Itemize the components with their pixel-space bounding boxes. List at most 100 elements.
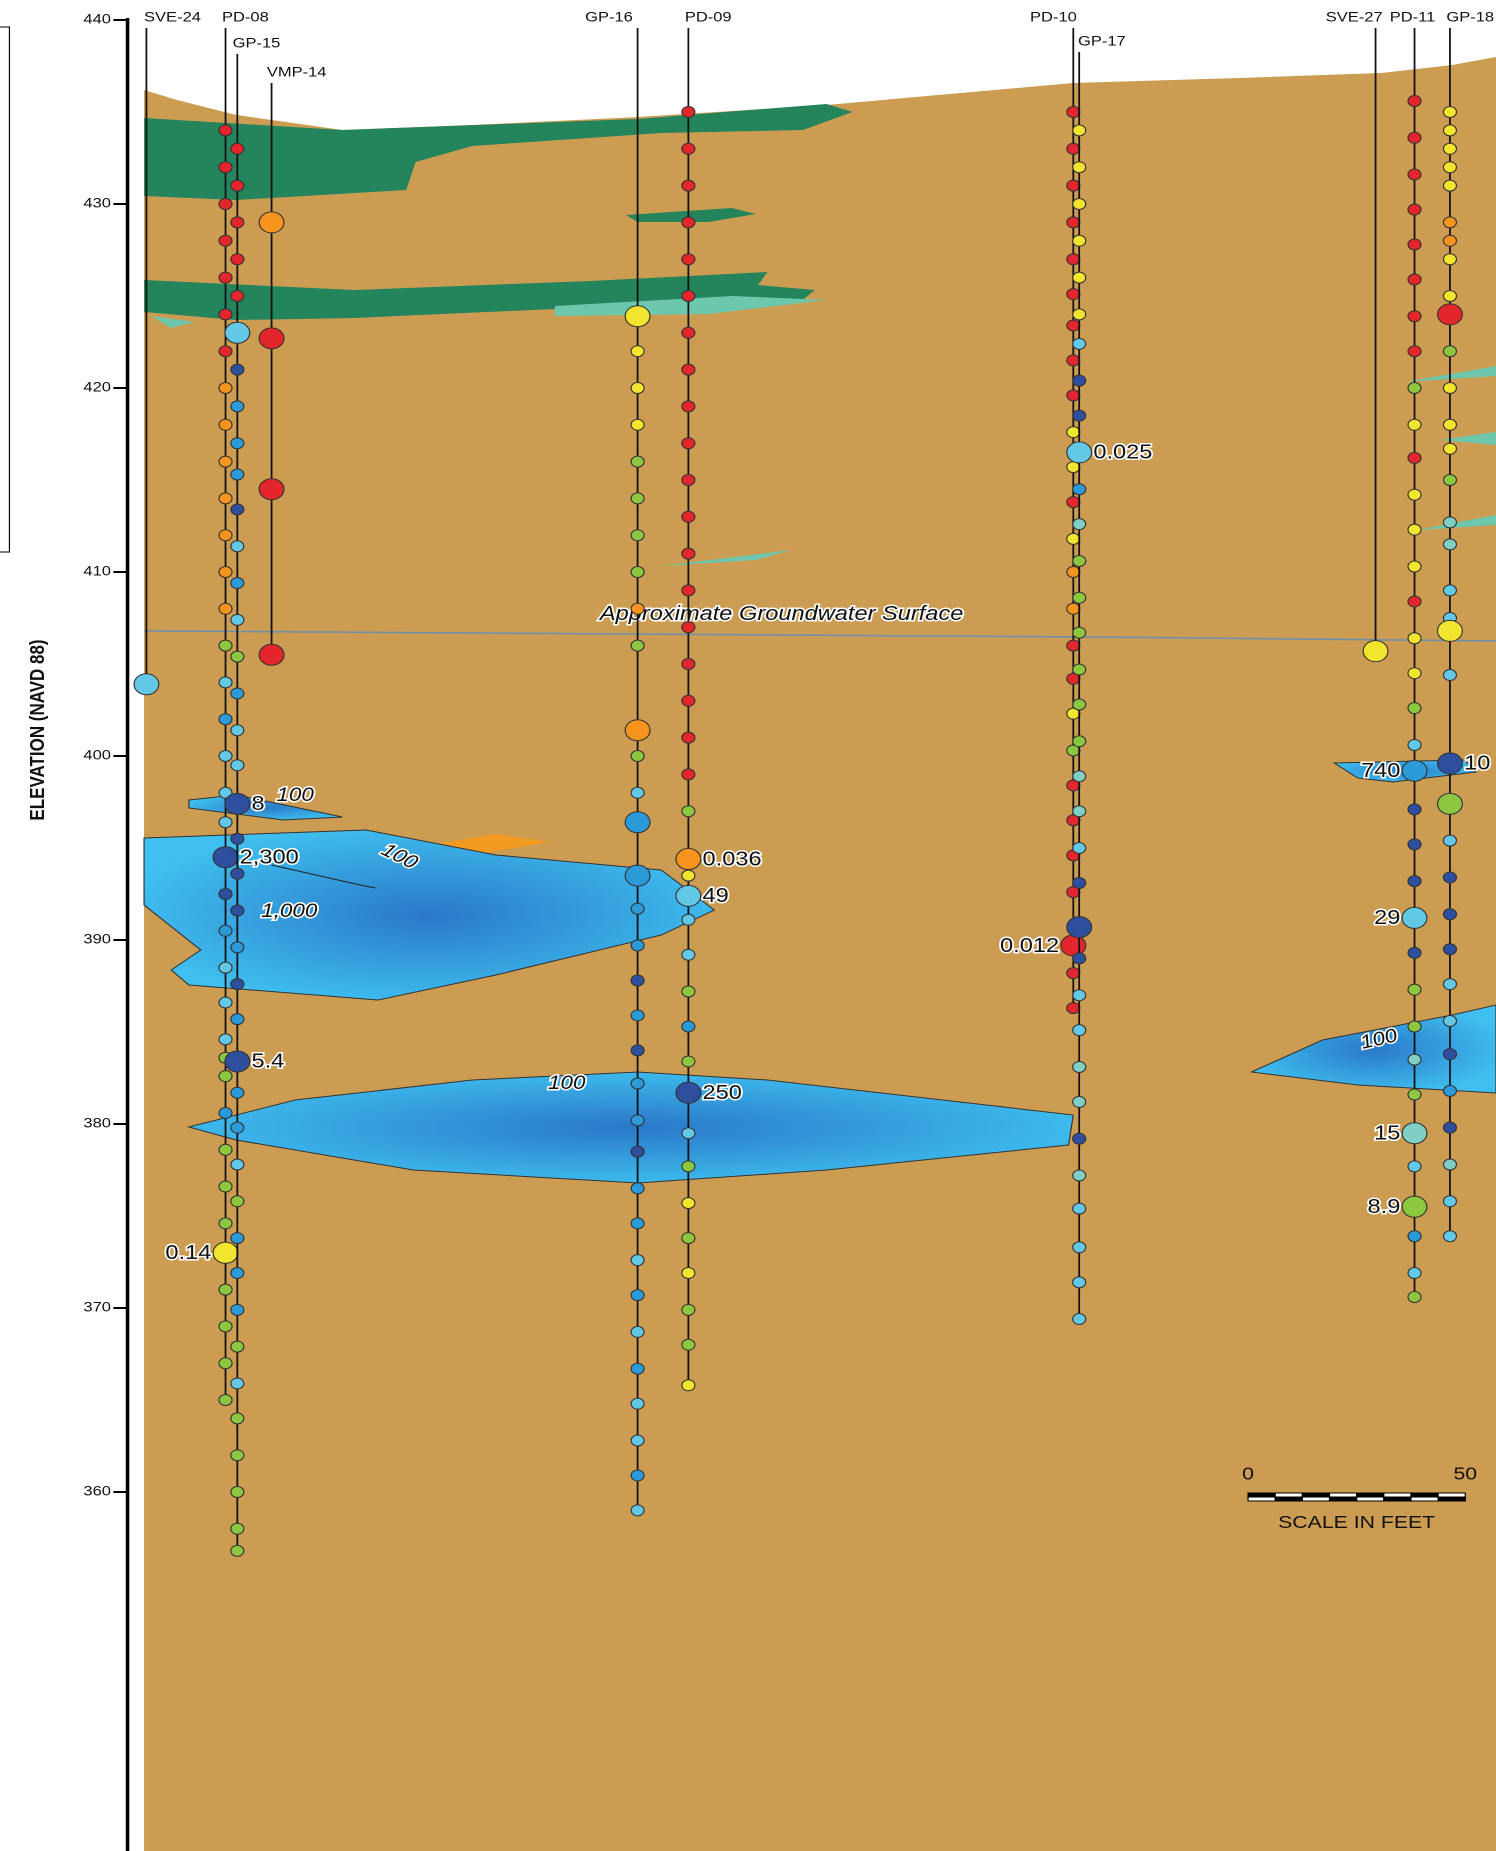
sample	[1067, 497, 1080, 508]
sample	[1408, 383, 1421, 394]
sample	[631, 419, 644, 430]
sample	[631, 1505, 644, 1516]
boring-label: GP-17	[1078, 34, 1126, 50]
sample	[1408, 1021, 1421, 1032]
y-tick-label: 370	[83, 1300, 111, 1316]
sample	[1067, 968, 1080, 979]
result	[1067, 442, 1092, 463]
sample	[231, 1122, 244, 1133]
sample	[1067, 567, 1080, 578]
sample	[1073, 484, 1086, 495]
sample	[682, 327, 695, 338]
sample	[631, 1183, 644, 1194]
sample	[1073, 843, 1086, 854]
sample	[1443, 143, 1456, 154]
sample	[219, 1218, 232, 1229]
sample	[1067, 289, 1080, 300]
sample	[219, 640, 232, 651]
sample	[219, 1395, 232, 1406]
sample	[231, 1523, 244, 1534]
sample	[1408, 561, 1421, 572]
sample	[219, 346, 232, 357]
sample	[231, 504, 244, 515]
sample	[1067, 320, 1080, 331]
scale-segment	[1275, 1497, 1302, 1501]
result	[1402, 1123, 1427, 1144]
sample	[631, 346, 644, 357]
sample	[1408, 1161, 1421, 1172]
sample	[1408, 1089, 1421, 1100]
sample	[231, 1014, 244, 1025]
result	[676, 885, 701, 906]
sample	[1073, 806, 1086, 817]
sample	[1443, 162, 1456, 173]
sample	[631, 640, 644, 651]
sample	[219, 962, 232, 973]
sample	[1408, 419, 1421, 430]
y-axis-title: ELEVATION (NAVD 88)	[26, 639, 49, 820]
sample	[1408, 1268, 1421, 1279]
sample	[219, 1034, 232, 1045]
boring-label: PD-09	[685, 10, 732, 26]
result	[213, 1242, 238, 1263]
sample	[219, 1144, 232, 1155]
sample	[231, 180, 244, 191]
value-label: 2,300	[240, 845, 299, 868]
result	[1438, 304, 1463, 325]
sample	[1073, 1170, 1086, 1181]
scale-segment	[1438, 1493, 1465, 1497]
sample	[682, 217, 695, 228]
sample	[231, 254, 244, 265]
sample	[1073, 664, 1086, 675]
sample	[1443, 1122, 1456, 1133]
boring-label: VMP-14	[267, 65, 327, 81]
sample	[1443, 872, 1456, 883]
value-label: 8	[251, 792, 264, 815]
contour-label: 100	[548, 1073, 586, 1094]
sample	[682, 806, 695, 817]
boring-label: PD-11	[1390, 10, 1436, 26]
y-tick-label: 360	[83, 1484, 111, 1500]
value-label: 10	[1464, 751, 1490, 774]
sample	[682, 180, 695, 191]
sample	[1443, 443, 1456, 454]
boring-label: SVE-24	[144, 10, 201, 26]
result	[1438, 620, 1463, 641]
sample	[1408, 169, 1421, 180]
sample	[1443, 346, 1456, 357]
scale-segment	[1384, 1497, 1411, 1501]
boring-label: PD-08	[222, 10, 269, 26]
scale-segment	[1302, 1493, 1329, 1497]
sample	[219, 889, 232, 900]
sample	[1408, 1291, 1421, 1302]
scale-segment	[1248, 1493, 1275, 1497]
sample	[1067, 254, 1080, 265]
scale-segment	[1330, 1497, 1357, 1501]
sample	[231, 541, 244, 552]
sample	[1073, 1061, 1086, 1072]
result	[1402, 760, 1427, 781]
sample	[682, 511, 695, 522]
sample	[682, 1380, 695, 1391]
sample	[1408, 839, 1421, 850]
sample	[219, 603, 232, 614]
sample	[682, 870, 695, 881]
sample	[682, 364, 695, 375]
sample	[1443, 585, 1456, 596]
sample	[231, 942, 244, 953]
sample	[1408, 239, 1421, 250]
scale-segment	[1411, 1497, 1438, 1501]
sample	[1408, 703, 1421, 714]
sample	[1443, 383, 1456, 394]
sample	[1408, 668, 1421, 679]
sample	[1067, 533, 1080, 544]
sample	[631, 567, 644, 578]
sample	[219, 309, 232, 320]
sample	[1443, 1015, 1456, 1026]
contour-label: 100	[276, 785, 314, 806]
sample	[682, 1128, 695, 1139]
sample	[1408, 274, 1421, 285]
sample	[1073, 1314, 1086, 1325]
scale-title: SCALE IN FEET	[1278, 1512, 1435, 1532]
sample	[231, 1545, 244, 1556]
